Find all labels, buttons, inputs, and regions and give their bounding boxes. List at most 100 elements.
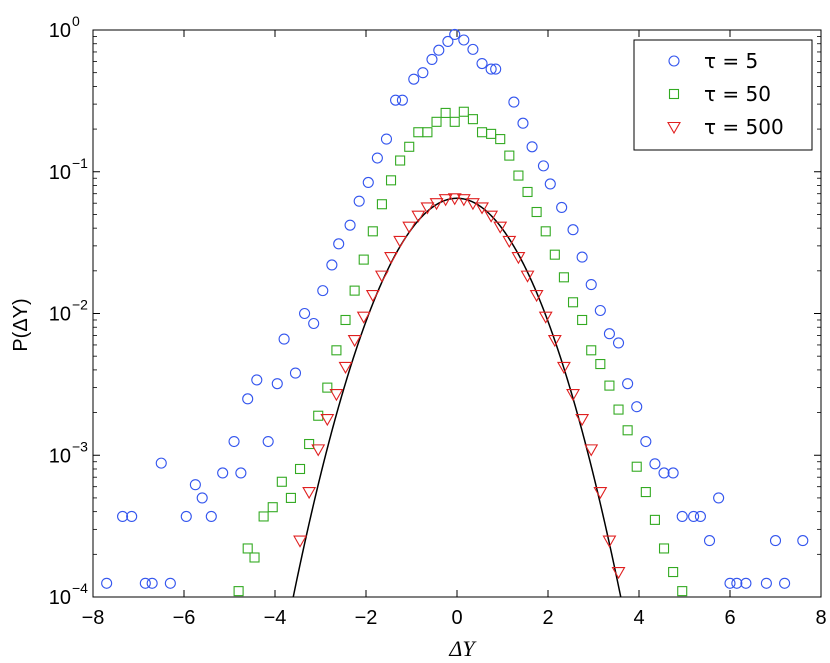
data-point: [529, 289, 544, 303]
series-2: [233, 106, 688, 597]
legend-marker: [668, 88, 680, 100]
y-tick-exponent: 0: [72, 13, 80, 29]
data-point: [449, 28, 461, 41]
data-point: [365, 289, 380, 303]
data-point: [531, 206, 542, 218]
data-point: [429, 198, 444, 211]
data-point: [476, 57, 488, 70]
data-point: [367, 226, 378, 237]
data-point: [537, 160, 550, 172]
y-tick-label: 10: [49, 587, 71, 609]
data-point: [374, 270, 389, 283]
data-point: [493, 221, 508, 234]
data-point: [431, 116, 442, 127]
data-point: [320, 414, 335, 427]
data-point: [547, 334, 562, 348]
data-point: [724, 577, 736, 589]
data-point: [567, 224, 579, 236]
data-point: [526, 141, 538, 153]
data-point: [101, 577, 113, 589]
data-point: [476, 127, 488, 138]
series-3: [293, 193, 626, 580]
data-point: [584, 444, 599, 457]
x-tick-label: 0: [451, 607, 462, 629]
data-point: [556, 201, 568, 213]
data-point: [567, 297, 579, 308]
data-point: [458, 106, 469, 117]
data-point: [251, 374, 263, 386]
data-point: [611, 566, 626, 580]
legend-marker: [668, 55, 680, 67]
data-point: [242, 393, 254, 405]
data-point: [544, 178, 556, 190]
data-point: [508, 96, 520, 108]
data-point: [396, 94, 408, 106]
data-point: [420, 202, 435, 215]
data-point: [294, 463, 306, 475]
x-tick-label: −8: [82, 607, 105, 629]
data-point: [522, 186, 533, 198]
data-point: [740, 577, 752, 589]
data-point: [317, 285, 329, 297]
data-point: [658, 467, 670, 479]
data-point: [490, 63, 502, 75]
data-point: [344, 219, 356, 231]
data-point: [594, 304, 606, 317]
data-point: [340, 314, 351, 326]
data-point: [566, 389, 580, 402]
data-point: [302, 487, 317, 500]
data-point: [126, 510, 138, 523]
data-point: [485, 63, 497, 75]
data-point: [577, 314, 588, 326]
data-point: [376, 199, 387, 210]
data-point: [347, 334, 362, 348]
data-point: [417, 67, 429, 79]
data-point: [576, 251, 588, 263]
data-point: [205, 510, 217, 523]
legend-label: τ = 50: [704, 82, 771, 106]
data-point: [408, 73, 420, 85]
data-point: [456, 194, 471, 207]
fit-curve: [292, 197, 622, 598]
data-point: [622, 378, 634, 390]
data-point: [326, 259, 338, 271]
data-point: [640, 487, 651, 498]
data-point: [362, 176, 374, 189]
data-point: [438, 194, 453, 207]
data-point: [520, 270, 535, 283]
data-point: [402, 221, 417, 234]
data-point: [233, 586, 244, 597]
data-point: [593, 487, 608, 500]
data-point: [465, 198, 480, 211]
data-point: [658, 543, 670, 554]
data-point: [249, 552, 260, 563]
y-tick-exponent: −4: [72, 580, 88, 596]
data-point: [604, 380, 615, 391]
data-point: [622, 425, 633, 436]
data-point: [495, 134, 506, 145]
data-point: [676, 510, 688, 523]
data-point: [422, 127, 433, 138]
data-point: [504, 150, 515, 161]
data-point: [313, 410, 324, 421]
data-point: [267, 502, 278, 513]
data-point: [586, 345, 597, 356]
data-point: [595, 358, 606, 370]
data-point: [385, 175, 397, 186]
data-point: [602, 535, 617, 548]
data-point: [667, 467, 679, 479]
legend-box: [633, 39, 813, 151]
data-point: [395, 155, 406, 166]
data-point: [322, 382, 333, 393]
x-tick-label: 2: [542, 607, 553, 629]
data-point: [217, 467, 229, 479]
data-point: [649, 514, 660, 525]
data-point: [649, 458, 661, 470]
data-point: [285, 492, 296, 503]
data-point: [668, 566, 679, 578]
y-tick-exponent: −1: [72, 155, 88, 171]
y-tick-label: 10: [49, 304, 71, 326]
data-point: [411, 210, 426, 223]
data-point: [612, 337, 625, 349]
data-point: [139, 577, 151, 589]
